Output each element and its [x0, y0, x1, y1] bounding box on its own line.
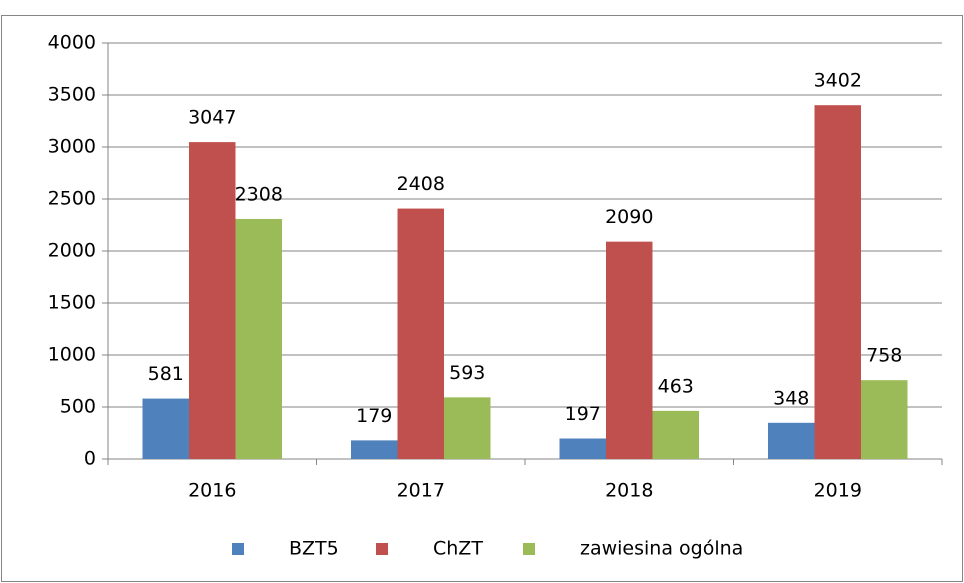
legend-swatch	[523, 543, 535, 555]
bar	[652, 410, 699, 459]
bar	[235, 218, 282, 459]
value-label: 3402	[814, 70, 862, 92]
value-label: 348	[773, 387, 809, 409]
bar	[444, 397, 491, 459]
bar	[861, 380, 908, 459]
legend-label: ChZT	[433, 538, 483, 560]
x-tick-label: 2019	[814, 480, 862, 502]
y-tick-label: 1000	[48, 344, 96, 366]
x-tick-label: 2017	[397, 480, 445, 502]
legend-label: BZT5	[289, 538, 339, 560]
y-tick-label: 3000	[48, 136, 96, 158]
y-tick-label: 500	[60, 396, 96, 418]
value-label: 758	[866, 345, 902, 367]
y-tick-label: 3500	[48, 84, 96, 106]
value-label: 179	[356, 405, 392, 427]
chart-border	[1, 15, 963, 582]
x-tick-label: 2018	[605, 480, 653, 502]
value-label: 3047	[188, 107, 236, 129]
value-label: 581	[148, 363, 184, 385]
bar	[397, 208, 444, 459]
value-label: 463	[658, 375, 694, 397]
bar	[189, 142, 236, 459]
legend-swatch	[232, 543, 244, 555]
y-tick-label: 4000	[48, 32, 96, 54]
value-label: 2090	[605, 206, 653, 228]
value-label: 593	[449, 362, 485, 384]
y-tick-label: 0	[84, 448, 96, 470]
y-tick-label: 2500	[48, 188, 96, 210]
bar	[142, 398, 189, 459]
bar	[768, 422, 815, 459]
bar	[351, 440, 398, 459]
legend-swatch	[376, 543, 388, 555]
y-tick-label: 2000	[48, 240, 96, 262]
bar	[606, 241, 653, 459]
legend-label: zawiesina ogólna	[580, 538, 743, 560]
value-label: 197	[565, 403, 601, 425]
bar	[814, 105, 861, 459]
y-tick-label: 1500	[48, 292, 96, 314]
bar	[559, 438, 606, 459]
x-tick-label: 2016	[188, 480, 236, 502]
value-label: 2308	[235, 183, 283, 205]
value-label: 2408	[397, 173, 445, 195]
